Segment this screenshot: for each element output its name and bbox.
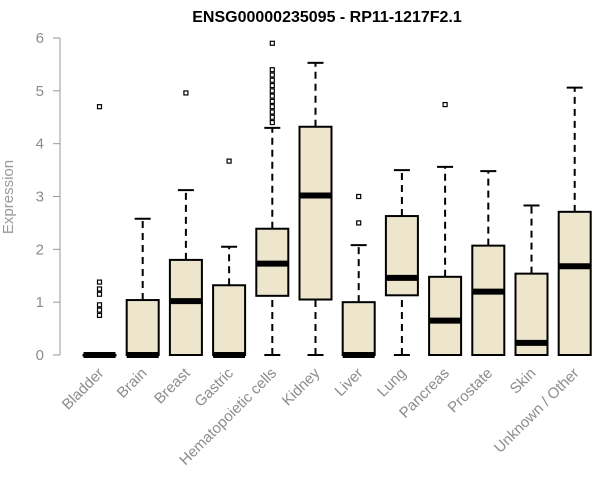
- outlier-point: [356, 220, 362, 226]
- x-tick-label: Brain: [114, 365, 151, 402]
- box: [384, 215, 419, 297]
- outlier-point: [269, 88, 275, 94]
- outlier-point: [269, 77, 275, 83]
- y-tick-label: 3: [36, 189, 44, 206]
- x-tick-label: Prostate: [445, 365, 497, 417]
- outlier-point: [96, 291, 103, 297]
- outlier-point: [269, 119, 275, 126]
- outlier-point: [269, 67, 275, 73]
- outlier-point: [269, 93, 275, 99]
- x-tick-label: Liver: [332, 365, 367, 400]
- outlier-point: [269, 109, 275, 115]
- y-tick-label: 6: [36, 30, 44, 47]
- outlier-point: [183, 90, 189, 96]
- outlier-point: [269, 104, 275, 110]
- outlier-point: [356, 193, 362, 200]
- outlier-point: [269, 114, 275, 120]
- box: [557, 210, 592, 356]
- outlier-point: [269, 72, 275, 78]
- box: [212, 284, 247, 357]
- y-tick-label: 5: [36, 83, 44, 100]
- x-tick-label: Breast: [151, 364, 194, 407]
- outlier-point: [96, 302, 103, 308]
- outlier-point: [96, 104, 103, 110]
- outlier-point: [269, 98, 275, 105]
- outlier-point: [96, 312, 103, 318]
- box: [298, 125, 333, 301]
- outlier-point: [226, 158, 232, 164]
- y-tick-label: 0: [36, 347, 44, 364]
- box: [341, 301, 376, 356]
- y-tick-label: 1: [36, 294, 44, 311]
- box: [168, 258, 203, 356]
- x-tick-label: Skin: [507, 365, 540, 398]
- y-tick-label: 2: [36, 241, 44, 258]
- outlier-point: [269, 40, 275, 46]
- outlier-point: [96, 279, 103, 285]
- box: [428, 275, 463, 357]
- y-tick-label: 4: [36, 136, 44, 153]
- chart-title: ENSG00000235095 - RP11-1217F2.1: [192, 9, 462, 26]
- y-axis-label: Expression: [0, 160, 17, 234]
- box: [125, 299, 160, 357]
- x-tick-label: Kidney: [279, 364, 324, 409]
- x-tick-label: Lung: [374, 365, 410, 401]
- x-tick-label: Bladder: [59, 365, 108, 414]
- outlier-point: [96, 286, 103, 292]
- box: [471, 244, 506, 356]
- outlier-point: [96, 307, 103, 313]
- outlier-point: [442, 101, 448, 108]
- outlier-point: [269, 82, 275, 89]
